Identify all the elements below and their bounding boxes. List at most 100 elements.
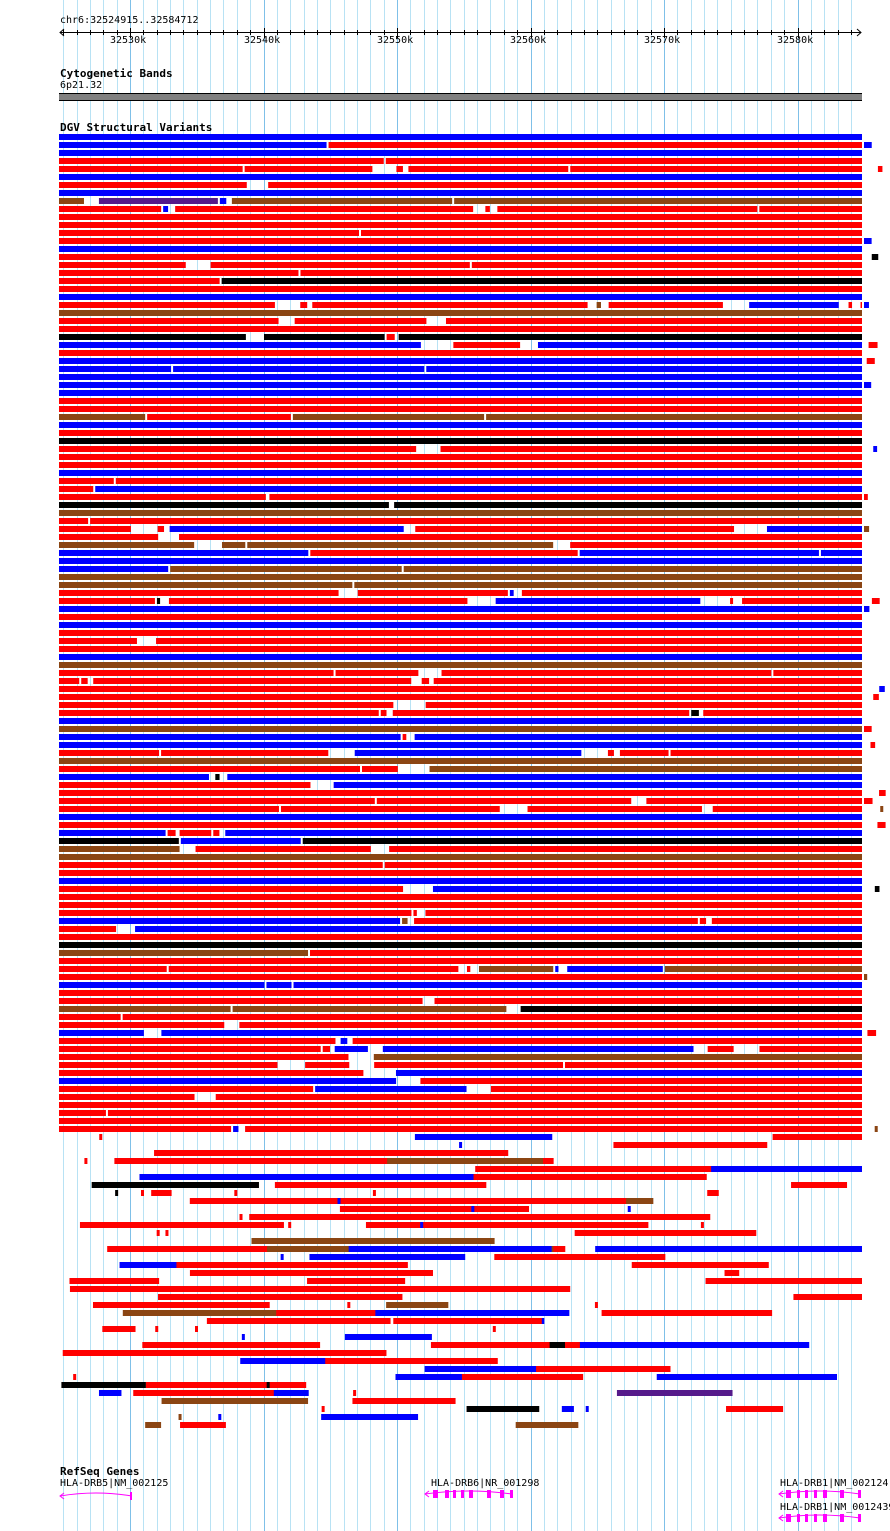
sv-feature xyxy=(337,1198,341,1204)
sv-feature xyxy=(773,670,862,676)
sv-feature xyxy=(227,774,863,780)
sv-feature xyxy=(497,206,758,212)
sv-feature xyxy=(92,1302,270,1308)
sv-feature xyxy=(59,1086,314,1092)
sv-feature xyxy=(594,1302,598,1308)
sv-feature xyxy=(247,542,554,548)
sv-feature xyxy=(133,1390,274,1396)
sv-feature xyxy=(95,486,862,492)
sv-feature xyxy=(176,1262,408,1268)
sv-feature xyxy=(69,1286,201,1292)
sv-feature xyxy=(382,1046,694,1052)
sv-feature xyxy=(158,1294,403,1300)
sv-feature xyxy=(873,694,879,700)
gene-exon xyxy=(840,1514,844,1522)
sv-feature xyxy=(59,254,862,260)
sv-feature xyxy=(348,1246,552,1252)
sv-feature xyxy=(59,710,379,716)
sv-feature xyxy=(711,918,862,924)
sv-feature xyxy=(334,1046,368,1052)
tick-label: 32540k xyxy=(244,35,281,46)
sv-feature xyxy=(59,686,862,692)
gene-label[interactable]: HLA-DRB6|NR_001298 xyxy=(431,1478,540,1489)
sv-feature xyxy=(619,750,669,756)
tick-label: 32550k xyxy=(377,35,414,46)
gene-exon xyxy=(510,1490,513,1498)
sv-feature xyxy=(59,1094,195,1100)
sv-feature xyxy=(494,1254,666,1260)
sv-feature xyxy=(742,598,862,604)
gene-label[interactable]: HLA-DRB5|NM_002125 xyxy=(60,1478,169,1489)
sv-feature xyxy=(59,878,862,884)
sv-feature xyxy=(151,1190,172,1196)
sv-feature xyxy=(730,598,734,604)
sv-feature xyxy=(59,318,279,324)
sv-feature xyxy=(772,1134,862,1140)
sv-feature xyxy=(59,702,394,708)
sv-feature xyxy=(570,166,862,172)
sv-feature xyxy=(870,742,876,748)
sv-feature xyxy=(495,598,701,604)
sv-feature xyxy=(328,142,862,148)
sv-feature xyxy=(393,1318,542,1324)
gene-label[interactable]: HLA-DRB1|NM_001243965 xyxy=(780,1502,890,1513)
gene-label[interactable]: HLA-DRB1|NM_002124 xyxy=(780,1478,889,1489)
sv-feature xyxy=(189,1198,329,1204)
sv-feature xyxy=(820,550,862,556)
ruler[interactable] xyxy=(0,0,890,50)
sv-feature xyxy=(90,518,862,524)
sv-feature xyxy=(293,982,862,988)
sv-feature xyxy=(59,542,195,548)
sv-feature xyxy=(59,454,862,460)
sv-feature xyxy=(59,750,160,756)
sv-feature xyxy=(115,478,863,484)
sv-feature xyxy=(362,766,398,772)
sv-feature xyxy=(59,1014,121,1020)
tick-label: 32530k xyxy=(110,35,147,46)
sv-feature xyxy=(59,422,862,428)
sv-feature xyxy=(352,1398,456,1404)
sv-feature xyxy=(59,1118,862,1124)
sv-feature xyxy=(520,1006,862,1012)
sv-feature xyxy=(874,1126,878,1132)
sv-feature xyxy=(307,1278,406,1284)
sv-feature xyxy=(59,390,862,396)
sv-feature xyxy=(372,1190,376,1196)
sv-feature xyxy=(310,950,862,956)
sv-feature xyxy=(402,734,407,740)
cytoband-label: 6p21.32 xyxy=(60,80,103,91)
sv-feature xyxy=(59,326,862,332)
sv-feature xyxy=(536,1366,671,1372)
sv-feature xyxy=(766,526,862,532)
sv-feature xyxy=(179,830,212,836)
sv-feature xyxy=(161,750,329,756)
sv-feature xyxy=(93,678,412,684)
sv-feature xyxy=(873,446,878,452)
sv-feature xyxy=(59,550,309,556)
sv-feature xyxy=(466,1406,540,1412)
sv-feature xyxy=(631,1262,769,1268)
sv-feature xyxy=(122,1014,862,1020)
sv-feature xyxy=(59,382,862,388)
sv-feature xyxy=(302,838,863,844)
sv-feature xyxy=(321,1414,419,1420)
sv-feature xyxy=(59,638,137,644)
sv-feature xyxy=(161,1030,862,1036)
sv-feature xyxy=(59,1046,321,1052)
sv-feature xyxy=(376,798,632,804)
sv-feature xyxy=(707,1046,734,1052)
sv-feature xyxy=(59,814,862,820)
sv-feature xyxy=(59,414,146,420)
sv-feature xyxy=(398,334,862,340)
gene-exon xyxy=(797,1490,800,1498)
sv-feature xyxy=(59,630,862,636)
sv-feature xyxy=(59,294,862,300)
gene-exon xyxy=(823,1514,827,1522)
sv-feature xyxy=(168,598,468,604)
sv-feature xyxy=(274,1182,347,1188)
cytoband-bar[interactable] xyxy=(59,93,862,101)
gene-exon xyxy=(814,1490,817,1498)
sv-feature xyxy=(59,782,311,788)
